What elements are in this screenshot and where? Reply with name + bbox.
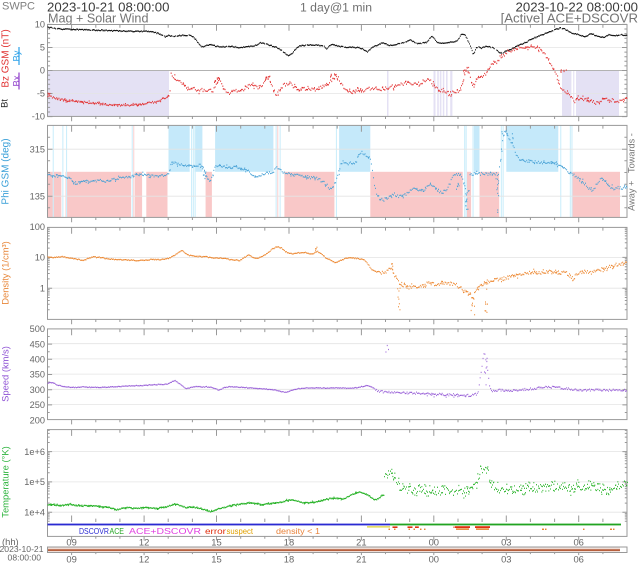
svg-text:density < 1: density < 1	[276, 526, 320, 536]
svg-text:2023-10-21: 2023-10-21	[0, 544, 44, 554]
svg-text:350: 350	[30, 370, 45, 380]
svg-text:21: 21	[356, 554, 366, 565]
svg-text:03: 03	[501, 537, 511, 548]
svg-text:12: 12	[139, 554, 149, 565]
svg-text:00: 00	[429, 554, 439, 565]
svg-text:Speed (km/s): Speed (km/s)	[0, 346, 11, 402]
svg-text:-5: -5	[37, 89, 45, 99]
svg-text:400: 400	[30, 355, 45, 365]
svg-text:1 day@1 min: 1 day@1 min	[300, 1, 372, 15]
svg-text:Bz GSM (nT): Bz GSM (nT)	[1, 29, 12, 87]
svg-text:450: 450	[30, 339, 45, 349]
svg-text:5: 5	[40, 43, 45, 53]
svg-text:15: 15	[211, 554, 221, 565]
svg-text:Mag + Solar Wind: Mag + Solar Wind	[48, 12, 148, 26]
svg-text:Phi GSM (deg): Phi GSM (deg)	[1, 138, 12, 204]
svg-text:18: 18	[284, 554, 294, 565]
svg-text:-10: -10	[32, 112, 45, 122]
svg-text:21: 21	[356, 537, 366, 548]
svg-text:Temperature (°K): Temperature (°K)	[0, 446, 11, 517]
svg-text:15: 15	[211, 537, 221, 548]
svg-text:error: error	[205, 526, 226, 536]
svg-text:200: 200	[30, 415, 45, 425]
svg-text:(hh): (hh)	[2, 536, 19, 547]
svg-text:10: 10	[35, 20, 45, 30]
svg-text:300: 300	[30, 385, 45, 395]
svg-text:suspect: suspect	[227, 526, 254, 536]
svg-text:1e+4: 1e+4	[24, 507, 45, 517]
svg-text:Density (1/cm³): Density (1/cm³)	[0, 241, 11, 305]
svg-text:06: 06	[573, 537, 583, 548]
svg-text:12: 12	[139, 537, 149, 548]
svg-text:250: 250	[30, 400, 45, 410]
svg-text:06: 06	[573, 554, 583, 565]
svg-text:00: 00	[429, 537, 439, 548]
svg-text:18: 18	[284, 537, 294, 548]
svg-text:Bx: Bx	[11, 75, 22, 86]
svg-text:315: 315	[30, 144, 45, 154]
svg-text:09: 09	[66, 554, 76, 565]
svg-text:08:00:00: 08:00:00	[8, 552, 42, 562]
svg-text:Away + Towards -: Away + Towards -	[627, 133, 637, 211]
svg-text:2023-10-22 08:00:00: 2023-10-22 08:00:00	[516, 0, 638, 15]
svg-text:135: 135	[30, 191, 45, 201]
svg-text:[Active] ACE+DSCOVR: [Active] ACE+DSCOVR	[501, 11, 638, 26]
svg-text:0: 0	[40, 66, 45, 76]
svg-text:Bt: Bt	[0, 99, 10, 108]
svg-text:03: 03	[501, 554, 511, 565]
svg-text:10: 10	[35, 253, 45, 263]
svg-text:ACE+DSCOVR: ACE+DSCOVR	[129, 526, 201, 536]
svg-text:100: 100	[30, 222, 45, 232]
svg-text:DSCOVR: DSCOVR	[79, 526, 109, 536]
svg-text:SWPC: SWPC	[2, 1, 35, 13]
svg-text:1: 1	[40, 283, 45, 293]
svg-text:1e+5: 1e+5	[24, 477, 45, 487]
svg-text:1e+6: 1e+6	[24, 447, 45, 457]
svg-text:By: By	[11, 50, 22, 61]
svg-text:ACE: ACE	[110, 526, 125, 536]
svg-text:09: 09	[66, 537, 76, 548]
svg-text:2023-10-21 08:00:00: 2023-10-21 08:00:00	[47, 0, 169, 15]
svg-text:500: 500	[30, 324, 45, 334]
